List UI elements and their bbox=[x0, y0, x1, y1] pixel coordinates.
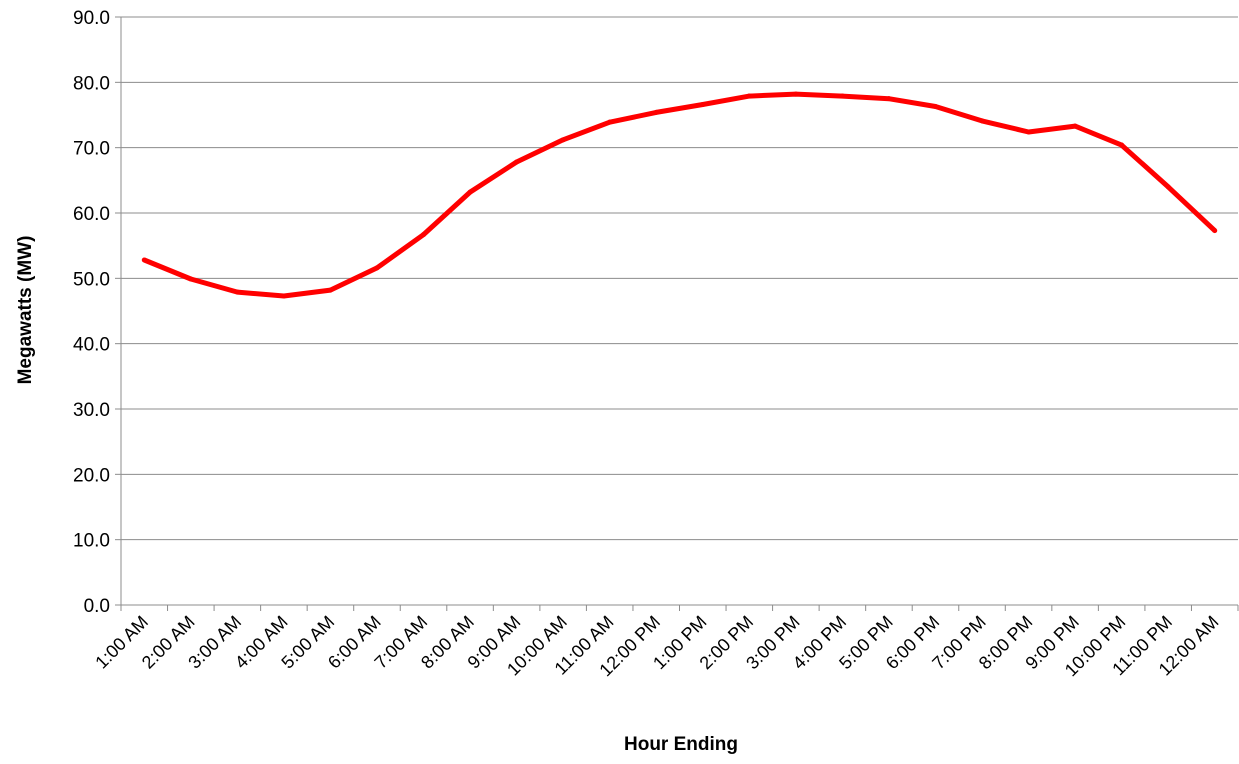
data-point bbox=[700, 102, 706, 108]
data-point bbox=[746, 93, 752, 99]
data-point bbox=[234, 289, 240, 295]
y-tick-label: 30.0 bbox=[73, 400, 110, 421]
data-point bbox=[1119, 142, 1125, 148]
data-point bbox=[514, 159, 520, 165]
series-layer bbox=[141, 91, 1218, 299]
axes bbox=[115, 16, 1239, 611]
data-point bbox=[607, 119, 613, 125]
data-point bbox=[281, 293, 287, 299]
x-axis-title: Hour Ending bbox=[624, 734, 738, 755]
y-tick-label: 10.0 bbox=[73, 531, 110, 552]
data-point bbox=[141, 257, 147, 263]
y-tick-label: 50.0 bbox=[73, 269, 110, 290]
data-point bbox=[421, 232, 427, 238]
data-point bbox=[979, 118, 985, 124]
data-point bbox=[560, 137, 566, 143]
y-tick-label: 0.0 bbox=[84, 596, 110, 617]
x-axis-tick-labels: 1:00 AM2:00 AM3:00 AM4:00 AM5:00 AM6:00 … bbox=[91, 612, 1222, 681]
data-point bbox=[653, 109, 659, 115]
data-point bbox=[1072, 123, 1078, 129]
data-point bbox=[188, 276, 194, 282]
data-point bbox=[1212, 228, 1218, 234]
y-tick-label: 60.0 bbox=[73, 204, 110, 225]
data-point bbox=[793, 91, 799, 97]
y-axis-tick-labels: 0.0 10.0 20.0 30.0 40.0 50.0 60.0 70.0 80.0 90.0 bbox=[73, 8, 110, 617]
y-tick-label: 90.0 bbox=[73, 8, 110, 29]
y-tick-label: 40.0 bbox=[73, 335, 110, 356]
y-tick-label: 70.0 bbox=[73, 139, 110, 160]
data-point bbox=[327, 287, 333, 293]
series-line bbox=[143, 91, 1217, 299]
data-point bbox=[839, 93, 845, 99]
data-point bbox=[886, 96, 892, 102]
data-point bbox=[1165, 184, 1171, 190]
y-tick-label: 20.0 bbox=[73, 465, 110, 486]
gridlines bbox=[121, 16, 1238, 541]
y-axis-title: Megawatts (MW) bbox=[15, 236, 36, 385]
data-point bbox=[467, 189, 473, 195]
data-point bbox=[932, 104, 938, 110]
data-point bbox=[1026, 129, 1032, 135]
data-point bbox=[374, 265, 380, 271]
y-tick-label: 80.0 bbox=[73, 73, 110, 94]
